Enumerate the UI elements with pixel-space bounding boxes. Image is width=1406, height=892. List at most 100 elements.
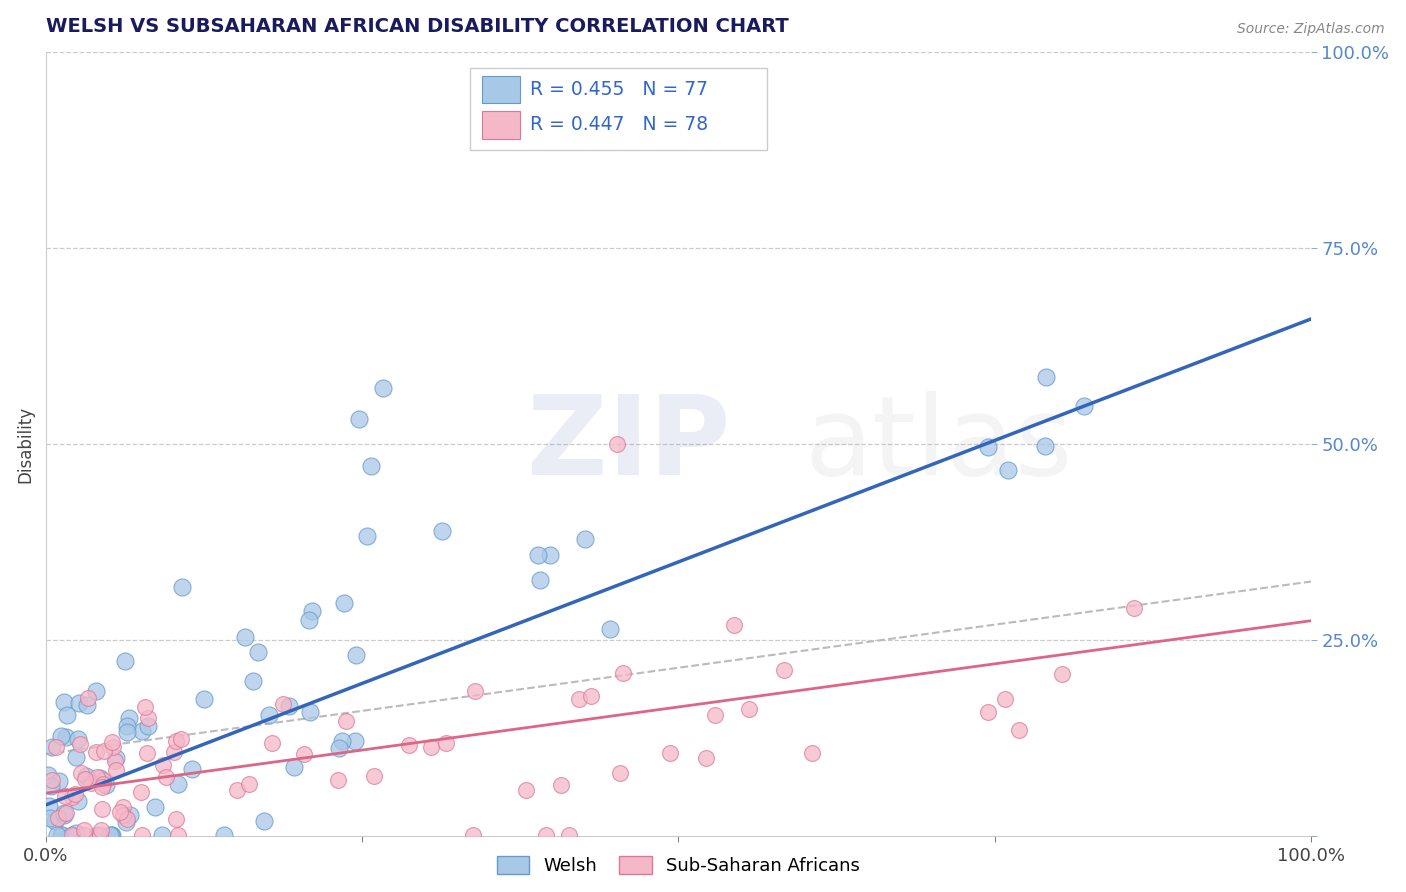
Text: Source: ZipAtlas.com: Source: ZipAtlas.com <box>1237 22 1385 37</box>
Sub-Saharan Africans <box>773 663 796 677</box>
Sub-Saharan Africans <box>60 789 83 804</box>
Welsh <box>167 777 190 791</box>
Sub-Saharan Africans <box>89 829 111 843</box>
Sub-Saharan Africans <box>568 692 591 706</box>
Welsh <box>330 734 353 748</box>
Sub-Saharan Africans <box>53 789 76 803</box>
Y-axis label: Disability: Disability <box>17 406 35 483</box>
Welsh <box>49 730 72 744</box>
Sub-Saharan Africans <box>419 739 441 754</box>
Sub-Saharan Africans <box>1008 723 1031 738</box>
Sub-Saharan Africans <box>84 745 107 759</box>
Welsh <box>115 725 138 739</box>
Sub-Saharan Africans <box>46 811 69 825</box>
Welsh <box>52 805 75 820</box>
Sub-Saharan Africans <box>41 773 63 788</box>
Sub-Saharan Africans <box>226 782 249 797</box>
Welsh <box>1033 439 1056 453</box>
Welsh <box>89 771 111 785</box>
Welsh <box>527 548 550 562</box>
Welsh <box>181 762 204 776</box>
Welsh <box>997 463 1019 477</box>
Welsh <box>257 707 280 722</box>
Sub-Saharan Africans <box>167 829 190 843</box>
Welsh <box>51 829 73 843</box>
Welsh <box>599 622 621 636</box>
Welsh <box>86 829 108 843</box>
Sub-Saharan Africans <box>738 702 761 716</box>
Sub-Saharan Africans <box>271 697 294 711</box>
Text: atlas: atlas <box>804 391 1073 498</box>
Welsh <box>100 829 122 843</box>
Welsh <box>193 692 215 706</box>
Welsh <box>347 412 370 426</box>
Welsh <box>49 829 72 843</box>
Sub-Saharan Africans <box>73 829 96 843</box>
Text: R = 0.447   N = 78: R = 0.447 N = 78 <box>530 115 709 135</box>
Sub-Saharan Africans <box>609 765 631 780</box>
Welsh <box>52 807 75 822</box>
Sub-Saharan Africans <box>238 777 260 791</box>
Text: WELSH VS SUBSAHARAN AFRICAN DISABILITY CORRELATION CHART: WELSH VS SUBSAHARAN AFRICAN DISABILITY C… <box>46 17 789 36</box>
Sub-Saharan Africans <box>134 699 156 714</box>
Sub-Saharan Africans <box>659 746 682 760</box>
Sub-Saharan Africans <box>1050 666 1073 681</box>
Text: R = 0.455   N = 77: R = 0.455 N = 77 <box>530 80 709 99</box>
Sub-Saharan Africans <box>69 737 91 751</box>
Welsh <box>104 750 127 764</box>
Bar <box>482 112 520 139</box>
Sub-Saharan Africans <box>80 775 103 789</box>
Welsh <box>65 750 87 764</box>
Welsh <box>150 829 173 843</box>
Welsh <box>360 459 382 474</box>
Welsh <box>52 695 75 709</box>
Sub-Saharan Africans <box>606 437 628 451</box>
Welsh <box>136 719 159 733</box>
Welsh <box>41 739 63 754</box>
Sub-Saharan Africans <box>108 805 131 819</box>
Welsh <box>66 732 89 747</box>
Sub-Saharan Africans <box>45 739 67 754</box>
Sub-Saharan Africans <box>131 784 153 798</box>
Sub-Saharan Africans <box>90 822 112 837</box>
Sub-Saharan Africans <box>55 805 77 820</box>
Sub-Saharan Africans <box>136 711 159 725</box>
Sub-Saharan Africans <box>695 751 717 765</box>
Sub-Saharan Africans <box>86 770 108 784</box>
Sub-Saharan Africans <box>91 777 114 791</box>
Welsh <box>39 812 62 826</box>
Welsh <box>76 698 98 713</box>
Welsh <box>333 596 356 610</box>
Bar <box>482 76 520 103</box>
Sub-Saharan Africans <box>977 705 1000 719</box>
Sub-Saharan Africans <box>262 736 284 750</box>
Sub-Saharan Africans <box>170 732 193 747</box>
Welsh <box>67 696 90 710</box>
Sub-Saharan Africans <box>152 757 174 772</box>
Sub-Saharan Africans <box>994 692 1017 706</box>
Sub-Saharan Africans <box>801 746 824 760</box>
Welsh <box>538 548 561 562</box>
Welsh <box>100 829 122 843</box>
Welsh <box>44 814 66 828</box>
Sub-Saharan Africans <box>77 690 100 705</box>
Welsh <box>344 734 367 748</box>
Sub-Saharan Africans <box>111 800 134 814</box>
Welsh <box>66 794 89 808</box>
Sub-Saharan Africans <box>91 772 114 787</box>
Sub-Saharan Africans <box>464 684 486 698</box>
Welsh <box>247 645 270 659</box>
Welsh <box>114 654 136 668</box>
Sub-Saharan Africans <box>558 829 581 843</box>
Sub-Saharan Africans <box>75 772 97 787</box>
Sub-Saharan Africans <box>581 690 603 704</box>
Sub-Saharan Africans <box>93 744 115 758</box>
Welsh <box>48 774 70 789</box>
Welsh <box>977 440 1000 454</box>
Welsh <box>298 705 321 719</box>
Welsh <box>1035 370 1057 384</box>
Sub-Saharan Africans <box>163 745 186 759</box>
Welsh <box>574 532 596 546</box>
Welsh <box>278 699 301 714</box>
Welsh <box>143 800 166 814</box>
